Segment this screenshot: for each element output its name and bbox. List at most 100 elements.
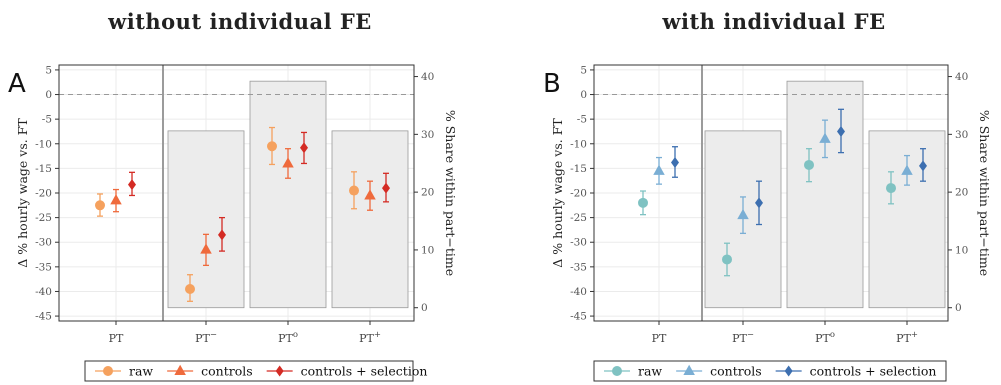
panel-a-point-circle bbox=[349, 185, 359, 196]
panel-b-y2-tick-label: 10 bbox=[955, 244, 968, 256]
panel-b-y2-tick-label: 0 bbox=[955, 302, 962, 314]
panel-b-point-triangle bbox=[653, 164, 665, 175]
panel-a-point-triangle bbox=[200, 243, 212, 254]
panel-b-point-triangle bbox=[737, 208, 749, 220]
panel-b-point-triangle bbox=[901, 164, 913, 175]
panel-b-category-label: PT+ bbox=[896, 330, 918, 345]
panel-a-y-tick-label: -5 bbox=[42, 114, 52, 126]
panel-b-category-base: PT bbox=[732, 332, 747, 345]
panel-b-category-label: PT bbox=[652, 332, 667, 345]
panel-b-y2label: % Share within part−time bbox=[977, 110, 992, 276]
panel-a-point-diamond bbox=[382, 182, 390, 194]
panel-a-category-superscript: − bbox=[210, 330, 217, 340]
panel-a-category-base: PT bbox=[359, 332, 374, 345]
panel-a-category-label: PT+ bbox=[359, 330, 381, 345]
panel-b-legend-marker bbox=[784, 365, 793, 377]
panel-a-category-base: PT bbox=[278, 332, 293, 345]
panel-b-legend-marker bbox=[612, 366, 622, 376]
panel-b-point-diamond bbox=[671, 156, 679, 168]
panel-b-share-bar bbox=[786, 80, 864, 309]
panel-b-ylabel: Δ % hourly wage vs. FT bbox=[550, 118, 565, 268]
panel-a-legend-label: controls bbox=[201, 364, 253, 379]
panel-a-y2label: % Share within part−time bbox=[443, 110, 458, 276]
panel-b-legend-label: controls bbox=[710, 364, 762, 379]
panel-a-point-circle bbox=[95, 200, 105, 211]
panel-b-category-base: PT bbox=[896, 332, 911, 345]
panel-a: without individual FE A 5 0 -5 -10 -15 -20 -25… bbox=[8, 9, 458, 382]
panel-b-category-superscript: − bbox=[747, 330, 754, 340]
panel-a-point-diamond bbox=[218, 229, 226, 241]
panel-b-category-base: PT bbox=[815, 332, 830, 345]
panel-a-point-circle bbox=[267, 141, 277, 152]
panel-b: with individual FE B 5 0 -5 -10 -15 -20 -25 -30… bbox=[543, 9, 992, 382]
panel-b-y2-tick-label: 20 bbox=[955, 187, 968, 199]
panel-b-category-label: PT− bbox=[732, 330, 754, 345]
panel-a-category-superscript: o bbox=[293, 330, 298, 340]
panel-b-y-tick-label: -40 bbox=[570, 286, 587, 298]
panel-a-legend-marker bbox=[174, 364, 186, 375]
panel-a-y-tick-label: -45 bbox=[35, 311, 52, 323]
panel-b-y-tick-label: -30 bbox=[570, 237, 587, 249]
panel-a-category-label: PTo bbox=[278, 330, 298, 345]
panel-b-legend-label: controls + selection bbox=[810, 364, 937, 379]
panel-b-y2-tick-label: 30 bbox=[955, 129, 968, 141]
panel-b-legend-box bbox=[593, 360, 947, 382]
panel-b-category-label: PTo bbox=[815, 330, 835, 345]
panel-b-y-tick-label: -25 bbox=[570, 212, 587, 224]
panel-b-y-tick-label: -15 bbox=[570, 163, 587, 175]
panel-b-y-tick-label: -45 bbox=[570, 311, 587, 323]
panel-a-y-tick-label: -20 bbox=[35, 188, 52, 200]
panel-a-legend-marker bbox=[103, 366, 113, 376]
panel-b-y2-tick-label: 40 bbox=[955, 71, 968, 83]
panel-b-category-superscript: + bbox=[911, 330, 918, 340]
panel-a-y-tick-label: 0 bbox=[45, 89, 52, 101]
panel-a-y-tick-label: -40 bbox=[35, 286, 52, 298]
panel-a-category-label: PT− bbox=[195, 330, 217, 345]
panel-a-y2-tick-label: 20 bbox=[421, 187, 434, 199]
panel-b-y-tick-label: 5 bbox=[580, 64, 587, 76]
panel-a-y-tick-label: 5 bbox=[45, 64, 52, 76]
panel-b-point-diamond bbox=[755, 197, 763, 209]
panel-a-legend-box bbox=[84, 360, 414, 382]
panel-a-category-base: PT bbox=[195, 332, 210, 345]
panel-b-y-tick-label: -5 bbox=[577, 114, 587, 126]
panel-a-y-tick-label: -25 bbox=[35, 212, 52, 224]
panel-b-y-tick-label: 0 bbox=[580, 89, 587, 101]
panel-a-share-bar bbox=[331, 130, 409, 309]
panel-b-point-circle bbox=[638, 197, 648, 208]
panel-a-category-base: PT bbox=[109, 332, 124, 345]
panel-a-point-triangle bbox=[282, 157, 294, 168]
panel-a-point-diamond bbox=[300, 142, 308, 154]
panel-a-legend-label: raw bbox=[129, 364, 153, 379]
panel-b-point-diamond bbox=[837, 125, 845, 137]
panel-a-title: without individual FE bbox=[107, 9, 372, 34]
panel-b-legend-marker bbox=[683, 364, 695, 375]
panel-a-label: A bbox=[8, 69, 26, 99]
panel-a-category-superscript: + bbox=[374, 330, 381, 340]
panel-b-y-tick-label: -20 bbox=[570, 188, 587, 200]
panel-b-label: B bbox=[543, 69, 561, 99]
panel-b-point-circle bbox=[804, 159, 814, 170]
panel-a-legend-marker bbox=[275, 365, 284, 377]
panel-a-y-tick-label: -10 bbox=[35, 138, 52, 150]
panel-b-category-superscript: o bbox=[830, 330, 835, 340]
panel-a-y-tick-label: -35 bbox=[35, 261, 52, 273]
panel-b-point-diamond bbox=[919, 160, 927, 172]
panel-a-y2-tick-label: 0 bbox=[421, 302, 428, 314]
panel-a-ylabel: Δ % hourly wage vs. FT bbox=[15, 118, 30, 268]
panel-b-point-circle bbox=[722, 254, 732, 265]
panel-a-point-diamond bbox=[128, 179, 136, 191]
panel-b-legend-label: raw bbox=[638, 364, 662, 379]
panel-a-share-bar bbox=[167, 130, 245, 309]
panel-b-y-tick-label: -10 bbox=[570, 138, 587, 150]
panel-a-point-triangle bbox=[110, 194, 122, 205]
panel-a-y2-tick-label: 30 bbox=[421, 129, 434, 141]
panel-b-point-circle bbox=[886, 183, 896, 194]
panel-a-y-tick-label: -30 bbox=[35, 237, 52, 249]
panel-b-y-tick-label: -35 bbox=[570, 261, 587, 273]
panel-a-y2-tick-label: 10 bbox=[421, 244, 434, 256]
panel-b-category-base: PT bbox=[652, 332, 667, 345]
panel-b-point-triangle bbox=[819, 132, 831, 143]
panel-a-share-bar bbox=[249, 80, 327, 309]
